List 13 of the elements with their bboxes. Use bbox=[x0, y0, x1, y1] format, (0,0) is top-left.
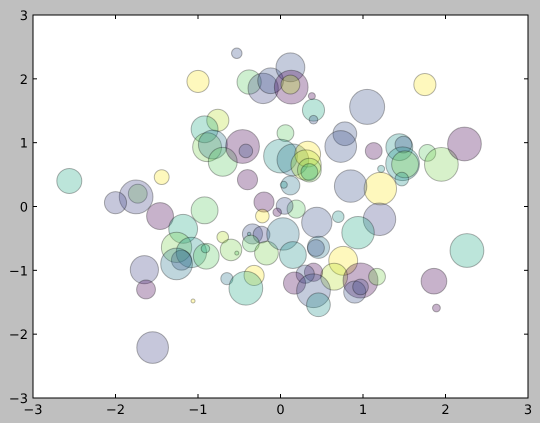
y-tick-label: 1 bbox=[20, 136, 28, 152]
y-tick-label: −3 bbox=[8, 392, 28, 407]
y-tick-label: 3 bbox=[20, 9, 28, 24]
x-tick-label: 1 bbox=[358, 403, 368, 418]
y-tick-label: −1 bbox=[8, 264, 28, 280]
x-tick-label: 2 bbox=[441, 403, 450, 418]
x-tick-label: −2 bbox=[106, 403, 126, 418]
y-tick-label: −2 bbox=[8, 328, 28, 344]
x-tick-label: −1 bbox=[188, 403, 208, 418]
x-tick-label: 3 bbox=[524, 403, 532, 418]
y-tick-label: 0 bbox=[20, 200, 28, 216]
y-tick-label: 2 bbox=[20, 72, 28, 88]
x-tick-label: 0 bbox=[276, 403, 285, 418]
